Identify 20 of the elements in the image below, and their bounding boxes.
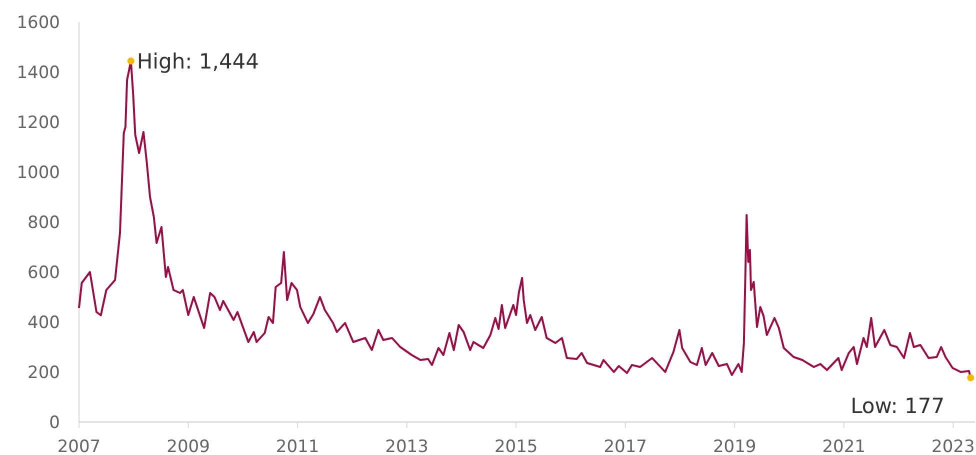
- y-tick-label: 0: [49, 412, 60, 433]
- x-tick-label: 2009: [166, 437, 210, 455]
- x-tick-label: 2019: [712, 437, 756, 455]
- y-tick-label: 1600: [16, 12, 60, 33]
- y-tick-label: 1000: [16, 162, 60, 183]
- x-tick-label: 2015: [494, 437, 538, 455]
- annotation: High: 1,444: [136, 49, 260, 74]
- y-tick-label: 1200: [16, 112, 60, 133]
- x-tick-label: 2017: [604, 437, 647, 455]
- y-tick-label: 400: [28, 312, 60, 333]
- y-tick-label: 800: [28, 212, 60, 233]
- annotation: Low: 177: [850, 394, 945, 418]
- x-tick-label: 2021: [822, 437, 866, 455]
- x-tick-label: 2023: [932, 437, 975, 455]
- x-tick-label: 2007: [57, 437, 101, 455]
- y-tick-label: 600: [28, 262, 60, 283]
- x-tick-label: 2011: [276, 437, 320, 455]
- y-tick-label: 200: [28, 362, 60, 383]
- y-tick-label: 1400: [16, 62, 60, 83]
- x-tick-label: 2013: [385, 437, 428, 455]
